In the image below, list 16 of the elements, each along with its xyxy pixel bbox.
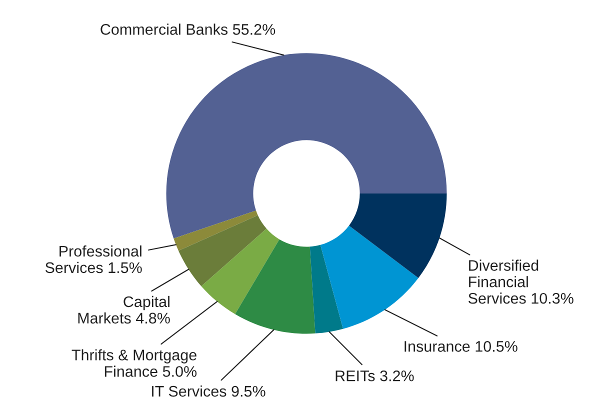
slice-label: Commercial Banks 55.2% [100,24,276,35]
donut-slice [174,210,258,251]
slice-label: REITs 3.2% [336,370,414,382]
slice-label: Professional Services 1.5% [45,245,142,274]
slice-label: Thrifts & Mortgage Finance 5.0% [72,349,197,377]
donut-slice [349,193,447,278]
donut-slice [201,228,280,314]
slice-label: Insurance 10.5% [404,341,518,352]
donut-slice [320,226,418,329]
donut-slice [235,239,316,334]
slice-label: Diversified Financial Services 10.3% [468,260,574,304]
slice-label: Capital Markets 4.8% [78,296,170,324]
slice-label: IT Services 9.5% [152,385,266,397]
donut-slice [178,215,267,286]
donut-slice [310,244,344,334]
donut-slice [166,53,447,238]
